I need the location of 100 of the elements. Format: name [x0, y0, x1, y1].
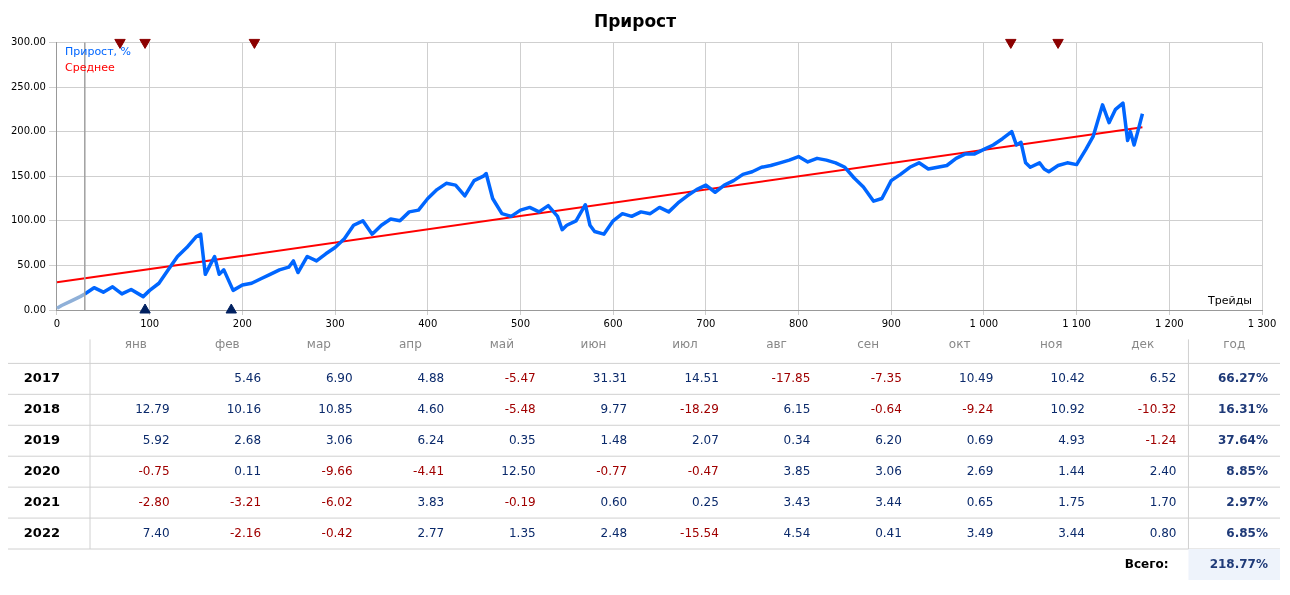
data-label: 1.48	[600, 432, 628, 447]
x-tick-label: 0	[53, 317, 61, 329]
x-tick-label: дек	[1131, 337, 1155, 352]
data-label: 2.97%	[1226, 494, 1268, 509]
data-label: -5.48	[504, 401, 536, 416]
data-label: -17.85	[771, 370, 811, 385]
x-tick-label: 300	[325, 317, 345, 329]
data-label: 0.80	[1149, 525, 1177, 540]
data-label: 3.49	[966, 525, 994, 540]
data-label: 2.77	[417, 525, 445, 540]
data-label: 12.79	[135, 401, 170, 416]
data-label: 10.49	[959, 370, 994, 385]
data-label: 10.16	[226, 401, 262, 416]
data-label: -0.42	[321, 525, 353, 540]
data-label: 8.85%	[1226, 463, 1268, 478]
data-label: 1.35	[508, 525, 536, 540]
data-label: 2.07	[692, 432, 719, 447]
data-label: 0.35	[508, 432, 536, 447]
y-tick-label: 100.00	[10, 214, 46, 226]
text: Прирост, %	[64, 44, 132, 58]
data-label: 0.65	[966, 494, 994, 509]
data-label: 10.42	[1050, 370, 1085, 385]
data-label: 6.90	[325, 370, 353, 385]
data-label: -6.02	[321, 494, 353, 509]
x-tick-label: 1 300	[1247, 317, 1277, 329]
data-label: 5.92	[142, 432, 170, 447]
x-tick-label: ноя	[1039, 337, 1063, 352]
y-tick-label: 2021	[23, 493, 60, 509]
data-label: -0.64	[870, 401, 902, 416]
data-label: -0.77	[596, 463, 628, 478]
data-label: 2.40	[1149, 463, 1177, 478]
data-label: 3.44	[875, 494, 902, 509]
data-label: 3.43	[783, 494, 811, 509]
data-label: -2.16	[230, 525, 262, 540]
text: Всего:	[1124, 556, 1169, 571]
data-label: 37.64%	[1218, 432, 1268, 447]
text: Среднее	[64, 60, 115, 74]
data-label: 2.68	[234, 432, 262, 447]
data-label: -0.19	[504, 494, 536, 509]
data-label: 6.52	[1149, 370, 1177, 385]
y-tick-label: 300.00	[10, 35, 46, 47]
data-label: 1.75	[1058, 494, 1085, 509]
x-tick-label: год	[1223, 337, 1246, 352]
x-tick-label: 1 000	[969, 317, 999, 329]
data-label: -18.29	[680, 401, 719, 416]
data-label: 4.54	[783, 525, 811, 540]
x-tick-label: 600	[603, 317, 623, 329]
x-tick-label: 500	[510, 317, 530, 329]
data-label: -9.24	[962, 401, 994, 416]
data-label: 0.69	[966, 432, 994, 447]
data-label: 14.51	[684, 370, 719, 385]
x-tick-label: 1 200	[1154, 317, 1184, 329]
x-tick-label: 700	[696, 317, 716, 329]
data-label: 3.44	[1058, 525, 1085, 540]
x-tick-label: май	[489, 337, 515, 352]
data-label: 0.34	[783, 432, 811, 447]
data-label: 1.70	[1149, 494, 1177, 509]
y-tick-label: 150.00	[10, 169, 46, 181]
data-label: -15.54	[680, 525, 719, 540]
y-tick-label: 200.00	[10, 125, 46, 137]
data-label: 0.25	[692, 494, 719, 509]
x-tick-label: 800	[788, 317, 809, 329]
data-label: 0.60	[600, 494, 628, 509]
data-label: 6.85%	[1226, 525, 1268, 540]
data-label: -5.47	[504, 370, 536, 385]
data-label: 0.11	[234, 463, 262, 478]
data-label: 3.06	[325, 432, 353, 447]
data-label: 66.27%	[1218, 370, 1268, 385]
data-label: -4.41	[413, 463, 445, 478]
data-label: 2.48	[600, 525, 628, 540]
data-label: 3.83	[417, 494, 445, 509]
x-tick-label: 1 100	[1062, 317, 1091, 329]
y-tick-label: 250.00	[10, 80, 46, 92]
x-tick-label: июл	[672, 337, 698, 352]
text: 218.77%	[1209, 556, 1268, 571]
y-tick-label: 2019	[23, 432, 60, 448]
data-label: 2.69	[966, 463, 994, 478]
data-label: 4.88	[417, 370, 445, 385]
x-tick-label: 200	[232, 317, 252, 329]
data-label: 12.50	[501, 463, 536, 478]
x-tick-label: апр	[398, 337, 422, 352]
data-label: -10.32	[1137, 401, 1177, 416]
data-label: 4.60	[417, 401, 445, 416]
x-tick-label: янв	[124, 337, 147, 352]
data-label: -0.75	[138, 463, 170, 478]
y-tick-label: 2018	[23, 401, 60, 417]
x-tick-label: июн	[580, 337, 607, 352]
y-tick-label: 0.00	[23, 303, 46, 315]
data-label: 0.41	[875, 525, 902, 540]
data-label: 1.44	[1058, 463, 1085, 478]
data-label: -9.66	[321, 463, 353, 478]
data-label: 6.15	[783, 401, 811, 416]
x-tick-label: сен	[857, 337, 879, 352]
data-label: -2.80	[138, 494, 170, 509]
data-label: 7.40	[142, 525, 170, 540]
data-label: 4.93	[1058, 432, 1085, 447]
data-label: 10.92	[1050, 401, 1085, 416]
data-label: 16.31%	[1218, 401, 1268, 416]
y-tick-label: 2022	[23, 524, 60, 540]
data-label: 3.06	[875, 463, 902, 478]
